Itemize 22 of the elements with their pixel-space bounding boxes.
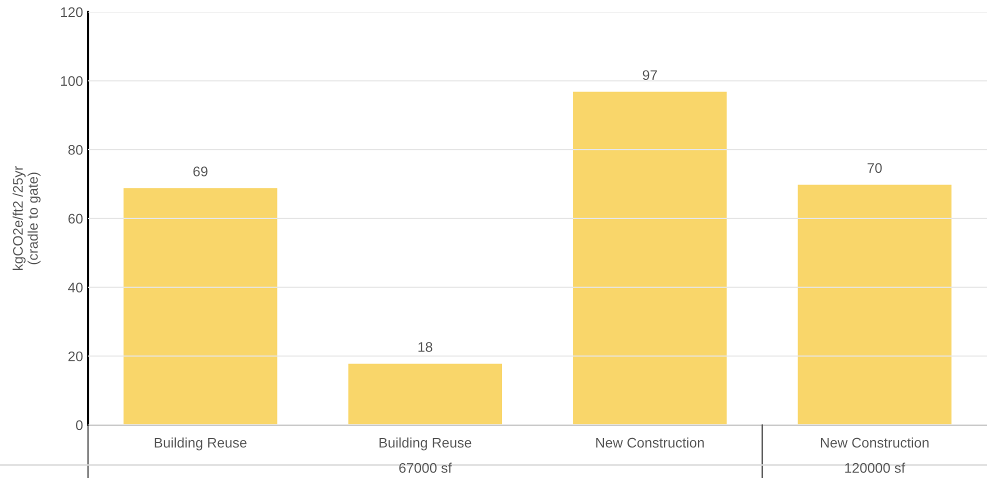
x-tick-label: New Construction bbox=[820, 437, 929, 448]
bar bbox=[572, 90, 728, 425]
y-tick-label: 80 bbox=[68, 144, 83, 155]
bar bbox=[346, 362, 504, 425]
x-tick-label: New Construction bbox=[596, 437, 704, 448]
y-tick-label: 120 bbox=[61, 7, 83, 18]
y-tick-label: 100 bbox=[61, 76, 83, 86]
text: 120000 sf bbox=[845, 462, 906, 473]
x-tick-label: Building Reuse bbox=[154, 437, 247, 450]
y-tick-label: 0 bbox=[76, 420, 83, 430]
data-label: 18 bbox=[418, 342, 432, 352]
y-tick-label: 40 bbox=[68, 282, 83, 292]
y-tick-label: 20 bbox=[68, 351, 83, 362]
text: 67000 sf bbox=[399, 462, 452, 473]
y-tick-label: 60 bbox=[68, 214, 83, 224]
bar bbox=[796, 183, 953, 425]
data-label: 70 bbox=[868, 163, 882, 173]
data-label: 69 bbox=[193, 166, 208, 176]
y-axis-title: kgCO2e/ft2 /25yr (cradle to gate) bbox=[12, 166, 41, 270]
bar bbox=[122, 186, 279, 425]
data-label: 97 bbox=[642, 70, 657, 80]
x-tick-label: Building Reuse bbox=[380, 437, 472, 450]
